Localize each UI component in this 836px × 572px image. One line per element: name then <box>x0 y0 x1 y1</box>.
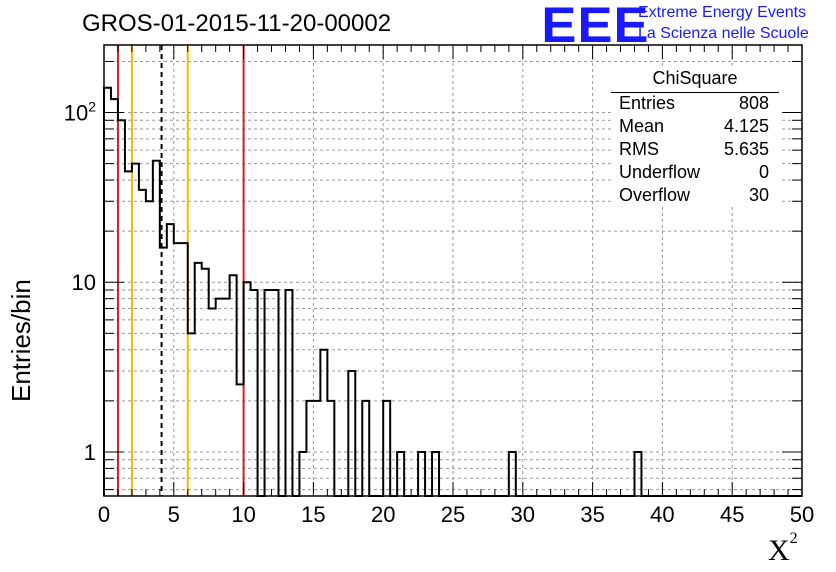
y-tick-label: 1 <box>84 440 96 465</box>
x-axis-label-sup: 2 <box>789 530 798 547</box>
stats-box: ChiSquare Entries 808 Mean 4.125 RMS 5.6… <box>611 68 779 206</box>
x-tick-label: 25 <box>441 502 465 527</box>
grid-lines <box>104 45 802 496</box>
stats-value: 808 <box>738 93 769 113</box>
stats-value: 4.125 <box>723 116 769 136</box>
stats-label: Entries <box>619 93 676 113</box>
stats-row-overflow: Overflow 30 <box>619 185 769 206</box>
y-tick-label: 102 <box>64 99 96 126</box>
x-tick-label: 5 <box>168 502 180 527</box>
stats-row-mean: Mean 4.125 <box>619 116 769 137</box>
x-tick-label: 30 <box>511 502 535 527</box>
x-tick-label: 35 <box>580 502 604 527</box>
stats-label: RMS <box>619 139 659 159</box>
stats-row-rms: RMS 5.635 <box>619 139 769 160</box>
x-tick-label: 10 <box>231 502 255 527</box>
y-tick-label: 10 <box>72 270 96 295</box>
stats-row-entries: Entries 808 <box>619 93 769 114</box>
stats-row-underflow: Underflow 0 <box>619 162 769 183</box>
eee-logo: EEE <box>541 0 650 53</box>
x-axis-label-base: X <box>768 534 790 567</box>
stats-title: ChiSquare <box>652 68 738 88</box>
axes: 0 5 10 15 20 25 30 35 40 45 50 1 10 102 <box>64 44 814 527</box>
x-tick-label: 45 <box>720 502 744 527</box>
x-tick-label: 0 <box>98 502 110 527</box>
stats-label: Mean <box>619 116 665 136</box>
logo-line-2: La Scienza nelle Scuole <box>638 25 809 42</box>
stats-label: Underflow <box>619 162 701 182</box>
y-axis-label: Entries/bin <box>6 279 36 402</box>
stats-divider <box>611 92 779 93</box>
logo-line-1: Extreme Energy Events <box>638 4 807 21</box>
stats-value: 0 <box>758 162 769 182</box>
x-tick-label: 20 <box>371 502 395 527</box>
x-tick-label: 40 <box>650 502 674 527</box>
stats-value: 30 <box>748 185 769 205</box>
x-tick-label: 15 <box>301 502 325 527</box>
stats-label: Overflow <box>619 185 691 205</box>
stats-value: 5.635 <box>723 139 769 159</box>
x-tick-label: 50 <box>790 502 814 527</box>
x-axis-label: X2 <box>768 530 798 568</box>
page-title: GROS-01-2015-11-20-00002 <box>82 10 392 37</box>
